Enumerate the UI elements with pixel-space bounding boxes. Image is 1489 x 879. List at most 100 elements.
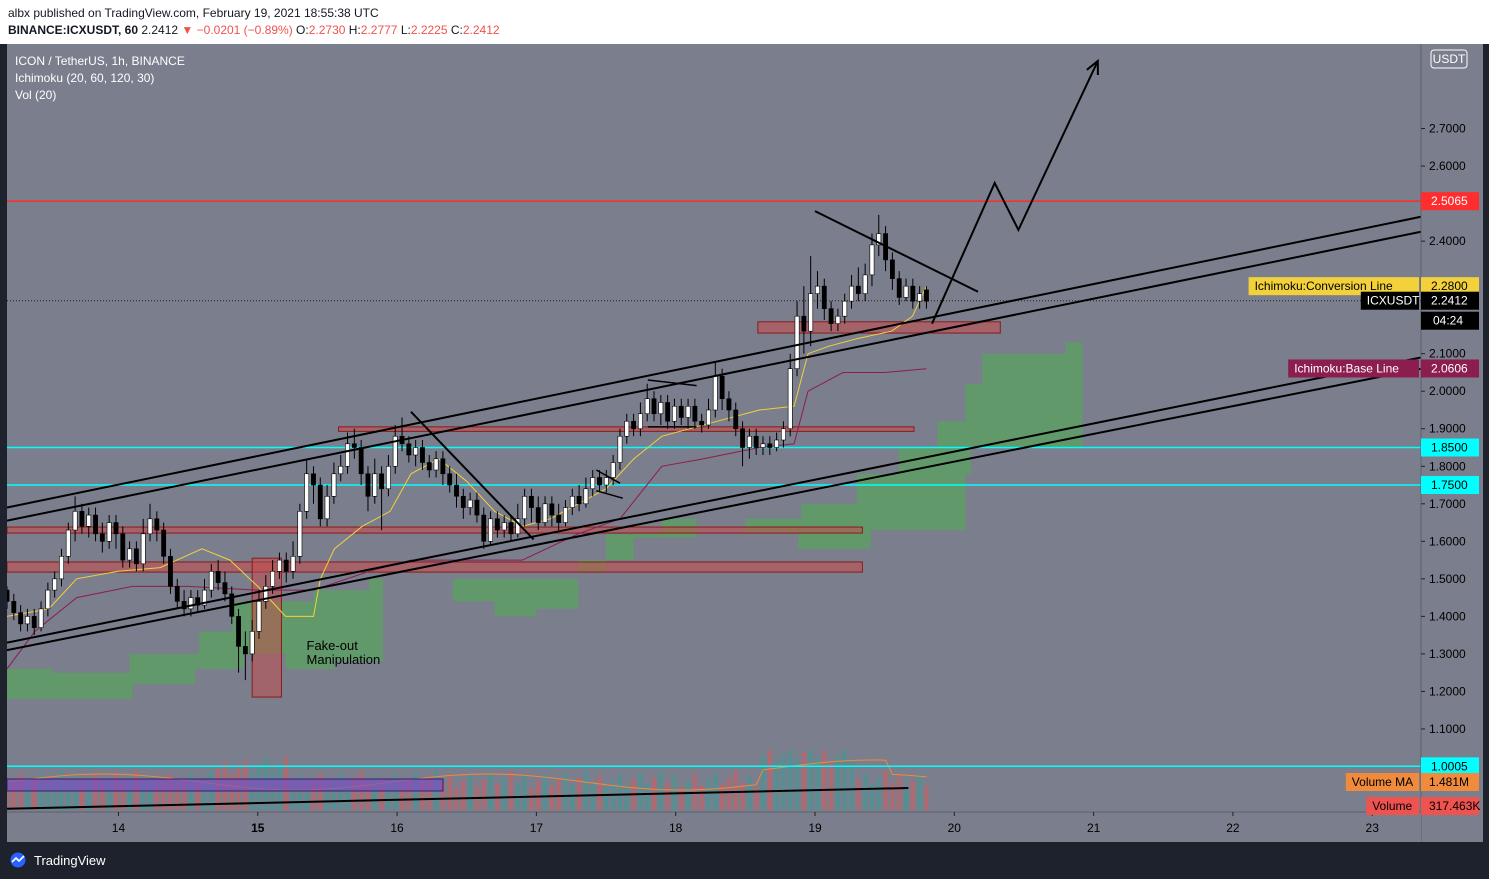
volume-bar — [604, 787, 609, 810]
candle-body — [522, 495, 528, 520]
volume-bar — [420, 784, 425, 810]
y-tick-label: 1.9000 — [1429, 422, 1466, 436]
volume-bar — [870, 784, 874, 810]
candle-body — [351, 443, 357, 448]
candle-body — [862, 274, 868, 294]
last-price: 2.2412 — [141, 23, 179, 37]
pattern-line[interactable] — [647, 379, 697, 387]
volume-bar — [86, 780, 91, 810]
tradingview-brand[interactable]: TradingView — [8, 852, 106, 868]
volume-bar — [590, 782, 595, 810]
price-change: ▼ −0.0201 (−0.89%) — [181, 23, 293, 37]
trend-line[interactable] — [7, 215, 1422, 509]
volume-ma-line — [7, 759, 927, 791]
volume-value-label — [1421, 797, 1479, 815]
y-tick-label: 1.8000 — [1429, 459, 1466, 473]
indicator-value-label — [1421, 359, 1479, 378]
candle-body — [283, 559, 289, 572]
indicator-value-text: 2.0606 — [1431, 361, 1468, 375]
currency-badge[interactable] — [1430, 49, 1468, 69]
volume-bar — [883, 770, 888, 810]
legend-ichimoku[interactable]: Ichimoku (20, 60, 120, 30) — [15, 71, 155, 85]
volume-bar — [556, 779, 561, 810]
y-tick-label: 1.6000 — [1429, 534, 1466, 548]
volume-bar — [543, 774, 547, 810]
volume-bar — [910, 780, 915, 810]
pattern-line[interactable] — [596, 489, 623, 499]
time-axis[interactable] — [7, 812, 1421, 842]
x-tick-label: 18 — [669, 821, 683, 835]
volume-bar — [325, 785, 330, 810]
volume-bar — [352, 777, 357, 810]
volume-bar — [331, 779, 336, 810]
legend-volume[interactable]: Vol (20) — [15, 88, 57, 102]
volume-name-text: Volume MA — [1352, 775, 1413, 789]
volume-bar — [45, 784, 50, 810]
trend-line[interactable] — [7, 356, 1422, 644]
candle-body — [277, 559, 282, 572]
volume-bar — [658, 770, 663, 810]
projection-path[interactable] — [931, 60, 1099, 325]
volume-bar — [481, 779, 486, 810]
x-tick-label: 23 — [1366, 821, 1380, 835]
supply-demand-zone[interactable] — [7, 526, 863, 534]
volume-bar — [509, 770, 513, 810]
candle-body — [140, 533, 146, 565]
trend-line[interactable] — [814, 210, 979, 293]
volume-bar — [522, 775, 527, 810]
volume-bar — [427, 777, 432, 810]
fakeout-box[interactable] — [251, 557, 282, 698]
candle-body — [242, 646, 248, 655]
volume-bar — [876, 777, 881, 810]
candle-body — [801, 315, 807, 332]
x-tick-label: 15 — [251, 821, 265, 835]
indicator-value-label — [1421, 291, 1479, 310]
volume-bar — [583, 770, 588, 810]
candle-body — [263, 586, 269, 602]
volume-bar — [311, 780, 316, 810]
trend-line[interactable] — [7, 367, 1422, 652]
price-level-value: 1.0005 — [1431, 759, 1468, 773]
volume-bar — [154, 787, 159, 810]
volume-name-label — [1366, 797, 1419, 815]
volume-value-text: 1.481M — [1429, 775, 1469, 789]
candle-body — [365, 473, 371, 497]
volume-bar — [25, 785, 30, 810]
candle-body — [127, 548, 133, 561]
x-tick-label: 19 — [808, 821, 822, 835]
trend-line[interactable] — [410, 411, 535, 541]
volume-bar — [120, 784, 125, 810]
volume-bar — [917, 774, 922, 810]
candle-body — [256, 601, 262, 632]
candle-body — [535, 507, 541, 523]
volume-bar — [18, 774, 23, 810]
candle-body — [794, 315, 800, 370]
pattern-line[interactable] — [595, 469, 621, 484]
candle-body — [454, 484, 459, 497]
trend-line[interactable] — [7, 230, 1422, 522]
candle-body — [651, 398, 657, 415]
volume-bar — [761, 755, 765, 810]
x-tick-label: 21 — [1087, 821, 1101, 835]
volume-bar — [291, 782, 296, 810]
candle-body — [290, 556, 296, 572]
supply-demand-zone[interactable] — [7, 561, 863, 573]
volume-bar — [665, 782, 670, 810]
volume-value-text: 317.463K — [1429, 799, 1480, 813]
candle-body — [849, 285, 854, 302]
volume-bar — [304, 787, 309, 810]
candle-body — [583, 488, 589, 505]
volume-bar — [781, 754, 786, 810]
candle-body — [787, 368, 793, 430]
volume-bar — [73, 775, 78, 810]
candle-body — [447, 473, 453, 486]
candle-body — [876, 233, 882, 246]
chart-pane[interactable]: Fake-out Manipulation 2.7000 2.6000 2.4000 2.… — [7, 44, 1483, 842]
volume-bar — [32, 779, 37, 810]
candle-body — [106, 522, 112, 542]
candle-body — [426, 462, 432, 471]
candle-body — [168, 556, 173, 587]
volume-bar — [175, 785, 180, 810]
ichimoku-base-line — [7, 368, 927, 670]
